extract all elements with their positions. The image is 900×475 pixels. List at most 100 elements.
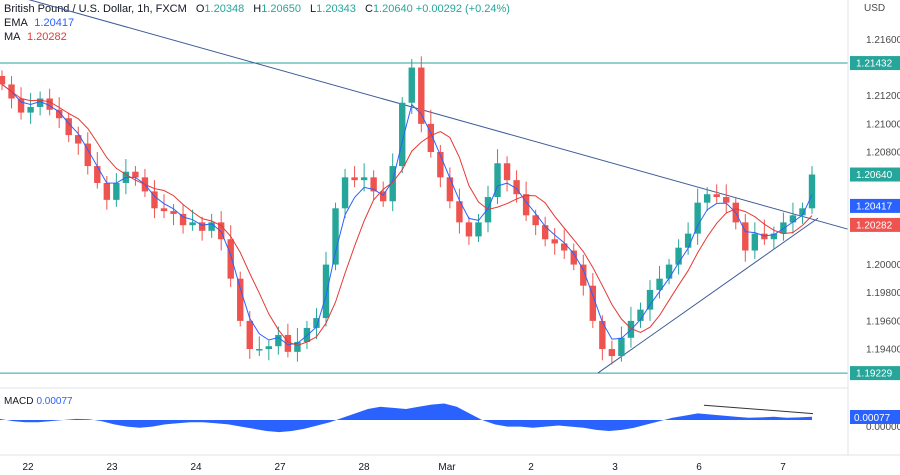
candle-body bbox=[313, 318, 320, 328]
ma-row[interactable]: MA 1.20282 bbox=[4, 30, 510, 44]
candle-body bbox=[341, 177, 349, 209]
candle-body bbox=[399, 102, 406, 167]
candle-body bbox=[522, 194, 530, 216]
candle-body bbox=[656, 278, 663, 290]
candle-body bbox=[742, 222, 749, 251]
currency-label: USD bbox=[864, 3, 885, 14]
macd-tag-text: 0.00077 bbox=[854, 413, 891, 424]
trendline-ascending bbox=[597, 217, 819, 374]
time-tick-label: 28 bbox=[358, 462, 370, 473]
macd-zero-label: 0.00000 bbox=[866, 422, 900, 433]
high-label: H bbox=[253, 3, 262, 15]
candle-body bbox=[446, 177, 454, 202]
price-tick-label: 1.19800 bbox=[866, 288, 900, 299]
candle-body bbox=[151, 191, 158, 209]
time-tick-label: 22 bbox=[22, 462, 34, 473]
time-tick-label: 6 bbox=[696, 462, 702, 473]
candle-body bbox=[675, 247, 682, 265]
ma-value: 1.20282 bbox=[26, 31, 67, 43]
time-tick-label: 27 bbox=[274, 462, 286, 473]
candle-body bbox=[389, 166, 396, 202]
candle-body bbox=[770, 233, 778, 240]
candle-body bbox=[503, 163, 511, 181]
price-tag-level: 1.21432 bbox=[850, 56, 900, 71]
candle-body bbox=[27, 106, 34, 113]
candle-body bbox=[198, 222, 206, 231]
candle-body bbox=[94, 166, 101, 183]
price-tag-text: 1.20640 bbox=[856, 170, 893, 181]
candle-body bbox=[541, 225, 549, 240]
time-tick-label: 23 bbox=[106, 462, 118, 473]
candle-body bbox=[418, 67, 425, 124]
candle-body bbox=[17, 98, 25, 113]
candle-body bbox=[456, 201, 463, 223]
candle-body bbox=[599, 320, 606, 350]
price-tick-label: 1.21600 bbox=[866, 35, 900, 46]
candle-body bbox=[103, 182, 111, 200]
price-tag-last: 1.20640 bbox=[850, 167, 900, 182]
price-tick-label: 1.21200 bbox=[866, 91, 900, 102]
price-axis[interactable]: USD 1.21600 1.21200 1.21000 1.20800 1.20000 1.… bbox=[847, 0, 900, 455]
time-tick-label: 24 bbox=[190, 462, 202, 473]
price-tag-level: 1.19229 bbox=[850, 366, 900, 381]
ma-label: MA bbox=[4, 31, 20, 43]
low-value: 1.20343 bbox=[316, 3, 356, 15]
ema-row[interactable]: EMA 1.20417 bbox=[4, 16, 510, 30]
candle-body bbox=[189, 222, 196, 226]
candle-body bbox=[465, 222, 473, 237]
candle-body bbox=[75, 135, 82, 144]
price-tag-ema: 1.20417 bbox=[850, 198, 900, 213]
candle-body bbox=[723, 197, 730, 203]
macd-divergence-line bbox=[703, 404, 814, 415]
trendlines bbox=[28, 0, 849, 374]
macd-label: MACD bbox=[4, 396, 34, 407]
ema-label: EMA bbox=[4, 17, 28, 29]
macd-legend[interactable]: MACD 0.00077 bbox=[4, 396, 73, 407]
change-value: +0.00292 (+0.24%) bbox=[415, 3, 510, 15]
candle-body bbox=[427, 123, 435, 152]
candle-body bbox=[589, 285, 597, 321]
candle-body bbox=[694, 202, 701, 234]
candle-body bbox=[580, 264, 587, 286]
candle-body bbox=[351, 177, 358, 181]
candle-body bbox=[808, 174, 816, 209]
time-tick-label: 2 bbox=[528, 462, 534, 473]
chart-legend: British Pound / U.S. Dollar, 1h, FXCM O1… bbox=[4, 2, 510, 44]
macd-tag-box bbox=[850, 410, 900, 424]
candle-body bbox=[84, 143, 91, 167]
candle-body bbox=[265, 346, 273, 350]
candle-body bbox=[513, 180, 520, 195]
ema-value: 1.20417 bbox=[34, 17, 75, 29]
candle-body bbox=[322, 264, 330, 319]
time-tick-label: Mar bbox=[438, 462, 456, 473]
candle-body bbox=[332, 208, 339, 265]
macd-pane bbox=[0, 387, 848, 433]
price-tag-text: 1.21432 bbox=[856, 59, 893, 70]
price-tick-label: 1.21000 bbox=[866, 119, 900, 130]
candle-body bbox=[761, 233, 768, 240]
candle-body bbox=[646, 289, 654, 310]
macd-value: 0.00077 bbox=[36, 396, 73, 407]
candle-body bbox=[379, 191, 387, 202]
price-tag-box bbox=[850, 366, 900, 381]
candle-body bbox=[170, 211, 177, 214]
open-value: 1.20348 bbox=[204, 3, 245, 15]
candle-body bbox=[408, 67, 415, 103]
open-label: O bbox=[195, 3, 205, 15]
time-axis[interactable]: 22 23 24 27 28 Mar 2 3 6 7 bbox=[0, 454, 900, 473]
candle-body bbox=[55, 109, 63, 119]
price-tick-label: 1.20000 bbox=[866, 260, 900, 271]
candle-body bbox=[665, 264, 673, 279]
candle-body bbox=[713, 194, 720, 198]
macd-area bbox=[0, 403, 812, 433]
candle-body bbox=[217, 222, 225, 240]
horizontal-levels bbox=[0, 62, 848, 374]
candle-body bbox=[475, 222, 482, 237]
candle-body bbox=[275, 334, 282, 347]
moving-averages bbox=[1, 83, 813, 347]
ema-line bbox=[1, 83, 813, 346]
candle-body bbox=[532, 215, 539, 226]
candle-body bbox=[703, 194, 711, 203]
candle-body bbox=[570, 250, 577, 265]
